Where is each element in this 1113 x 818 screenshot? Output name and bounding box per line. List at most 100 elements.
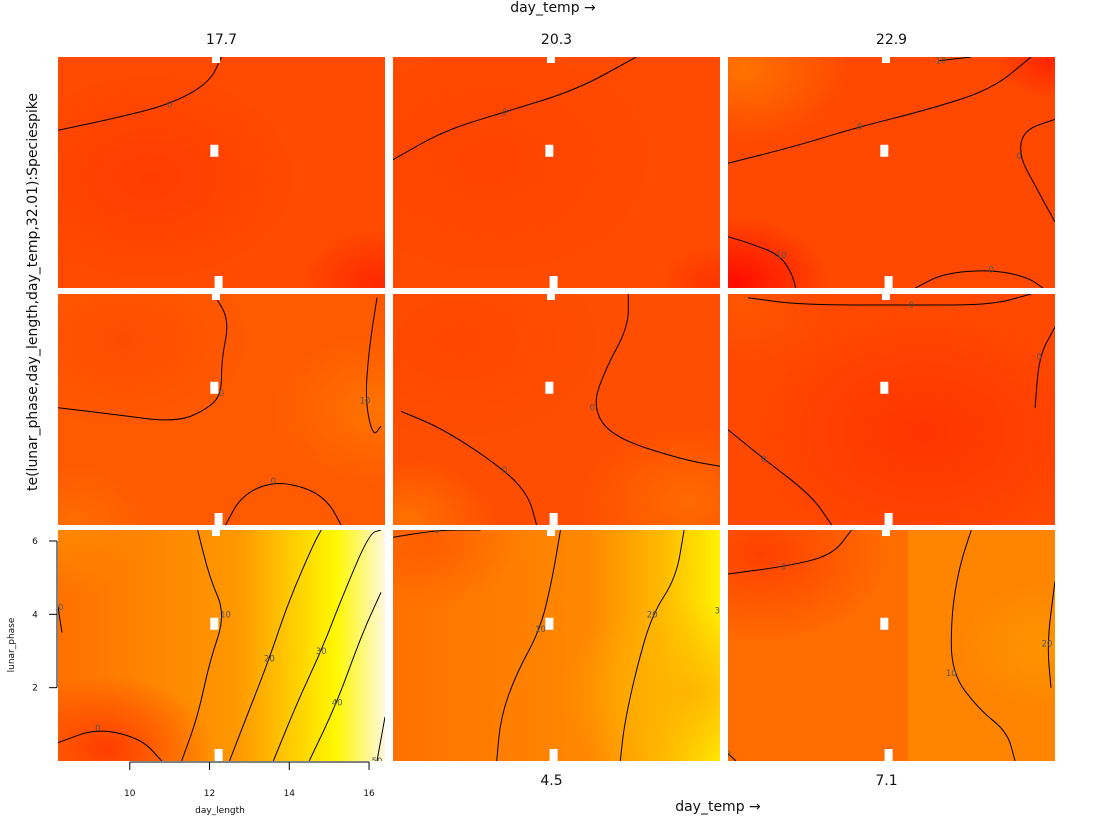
contour-line xyxy=(595,294,720,467)
surface-shade xyxy=(58,72,299,283)
contour-line xyxy=(272,530,382,761)
contour-line xyxy=(58,730,163,761)
panel-surface: 0 xyxy=(58,57,385,288)
gap-mark xyxy=(884,749,893,761)
contour-line xyxy=(393,530,481,538)
contour-label: 0 xyxy=(857,123,862,133)
surface-shade xyxy=(58,674,214,761)
surface-shade xyxy=(728,217,829,288)
contour-line xyxy=(728,57,1032,164)
contour-line xyxy=(728,429,833,525)
contour-line xyxy=(619,530,685,761)
contour-label: 0 xyxy=(909,301,914,311)
contour-line xyxy=(308,592,382,761)
contour-line xyxy=(58,57,222,131)
contour-line xyxy=(728,753,737,761)
heatmap-panel-6: 0 0 0 xyxy=(728,293,1055,525)
contour-line xyxy=(939,57,972,62)
contour-label: 0 xyxy=(219,389,224,399)
gap-mark xyxy=(884,513,893,525)
contour-label: 0 xyxy=(502,108,507,118)
gap-mark xyxy=(880,381,889,394)
contour-line xyxy=(181,530,222,761)
contour-line xyxy=(225,482,342,525)
surface-shade xyxy=(728,530,889,644)
contour-line xyxy=(400,410,538,525)
surface-shade xyxy=(728,57,851,144)
contour-label: 0 xyxy=(95,724,100,734)
gap-mark xyxy=(210,381,219,394)
heatmap-panel-9: 0 20 10 0 xyxy=(725,529,1055,761)
contour-label: 0 xyxy=(725,750,730,760)
outer-y-axis-label: te(lunar_phase,day_length,day_temp,32.01… xyxy=(25,93,41,491)
contour-line xyxy=(747,294,1032,306)
panel-surface: 10 10 20 30 40 50 0 xyxy=(53,530,385,767)
x-axis-label: day_length xyxy=(195,806,245,816)
panel-title-top: 20.3 xyxy=(541,32,572,48)
gap-mark xyxy=(880,617,889,630)
contour-label: -10 xyxy=(773,251,787,261)
panel-title-top: 17.7 xyxy=(206,32,237,48)
heatmap-panel-2: 0 xyxy=(393,56,720,288)
heatmap-panel-7: 10 10 20 30 40 50 0 xyxy=(53,529,385,767)
contour-line xyxy=(728,530,852,575)
gap-mark xyxy=(880,144,889,157)
contour-label: 10 xyxy=(220,610,231,620)
contour-label: 0 xyxy=(590,404,595,414)
heatmap-panel-1: 0 xyxy=(58,56,385,288)
panel-surface: 0 xyxy=(393,57,720,288)
bottom-axis-label: day_temp → xyxy=(675,799,761,815)
panel-title-bottom: 4.5 xyxy=(540,773,562,789)
gap-mark xyxy=(210,617,219,630)
heatmap-panel-8: 0 20 10 30 xyxy=(393,526,726,761)
gap-mark xyxy=(549,513,558,525)
surface-shade xyxy=(301,229,385,288)
top-axis-label: day_temp → xyxy=(510,0,596,16)
contour-label: 10 xyxy=(360,396,371,406)
surface-shade xyxy=(393,57,662,282)
surface-shade xyxy=(58,530,150,595)
y-axis-label: lunar_phase xyxy=(7,617,17,672)
panel-surface: -10 0 0 -10 0 xyxy=(728,57,1055,288)
contour-line xyxy=(1020,118,1055,223)
surface-shade xyxy=(58,466,151,525)
x-tick-label: 14 xyxy=(284,789,296,799)
contour-label: 0 xyxy=(167,101,172,111)
contour-line xyxy=(915,270,1044,288)
gap-mark xyxy=(214,513,223,525)
gap-mark xyxy=(545,381,554,394)
surface-shade xyxy=(581,426,720,525)
contour-label: 50 xyxy=(372,757,383,767)
contour-label: 10 xyxy=(53,603,64,613)
y-tick-label: 6 xyxy=(32,537,38,547)
contour-label: 0 xyxy=(1036,352,1041,362)
y-tick-label: 4 xyxy=(32,610,38,620)
contour-line xyxy=(58,294,228,421)
surface-shade xyxy=(393,460,495,525)
gap-mark xyxy=(211,529,220,536)
panel-surface: 0 10 0 xyxy=(58,294,385,525)
gap-mark xyxy=(214,749,223,761)
surface-shade xyxy=(954,579,1055,712)
contour-label: 10 xyxy=(946,669,957,679)
contour-line xyxy=(393,57,637,161)
gap-mark xyxy=(881,529,890,536)
gap-mark xyxy=(210,144,219,157)
contour-line xyxy=(950,530,1016,761)
contour-line xyxy=(58,606,63,633)
contour-line xyxy=(365,297,382,434)
panel-surface: 0 20 10 0 xyxy=(725,530,1055,761)
gap-mark xyxy=(211,293,220,300)
contour-label: 0 xyxy=(434,526,439,536)
gap-mark xyxy=(546,529,555,536)
contour-label: -10 xyxy=(932,57,946,67)
contour-label: 30 xyxy=(316,647,327,657)
contour-label: 20 xyxy=(1042,640,1053,650)
panel-title-bottom: 7.1 xyxy=(875,773,897,789)
contour-line xyxy=(728,236,797,288)
x-tick-label: 12 xyxy=(204,789,215,799)
heatmap-panel-4: 0 10 0 xyxy=(58,293,385,525)
contour-label: 30 xyxy=(715,607,726,617)
